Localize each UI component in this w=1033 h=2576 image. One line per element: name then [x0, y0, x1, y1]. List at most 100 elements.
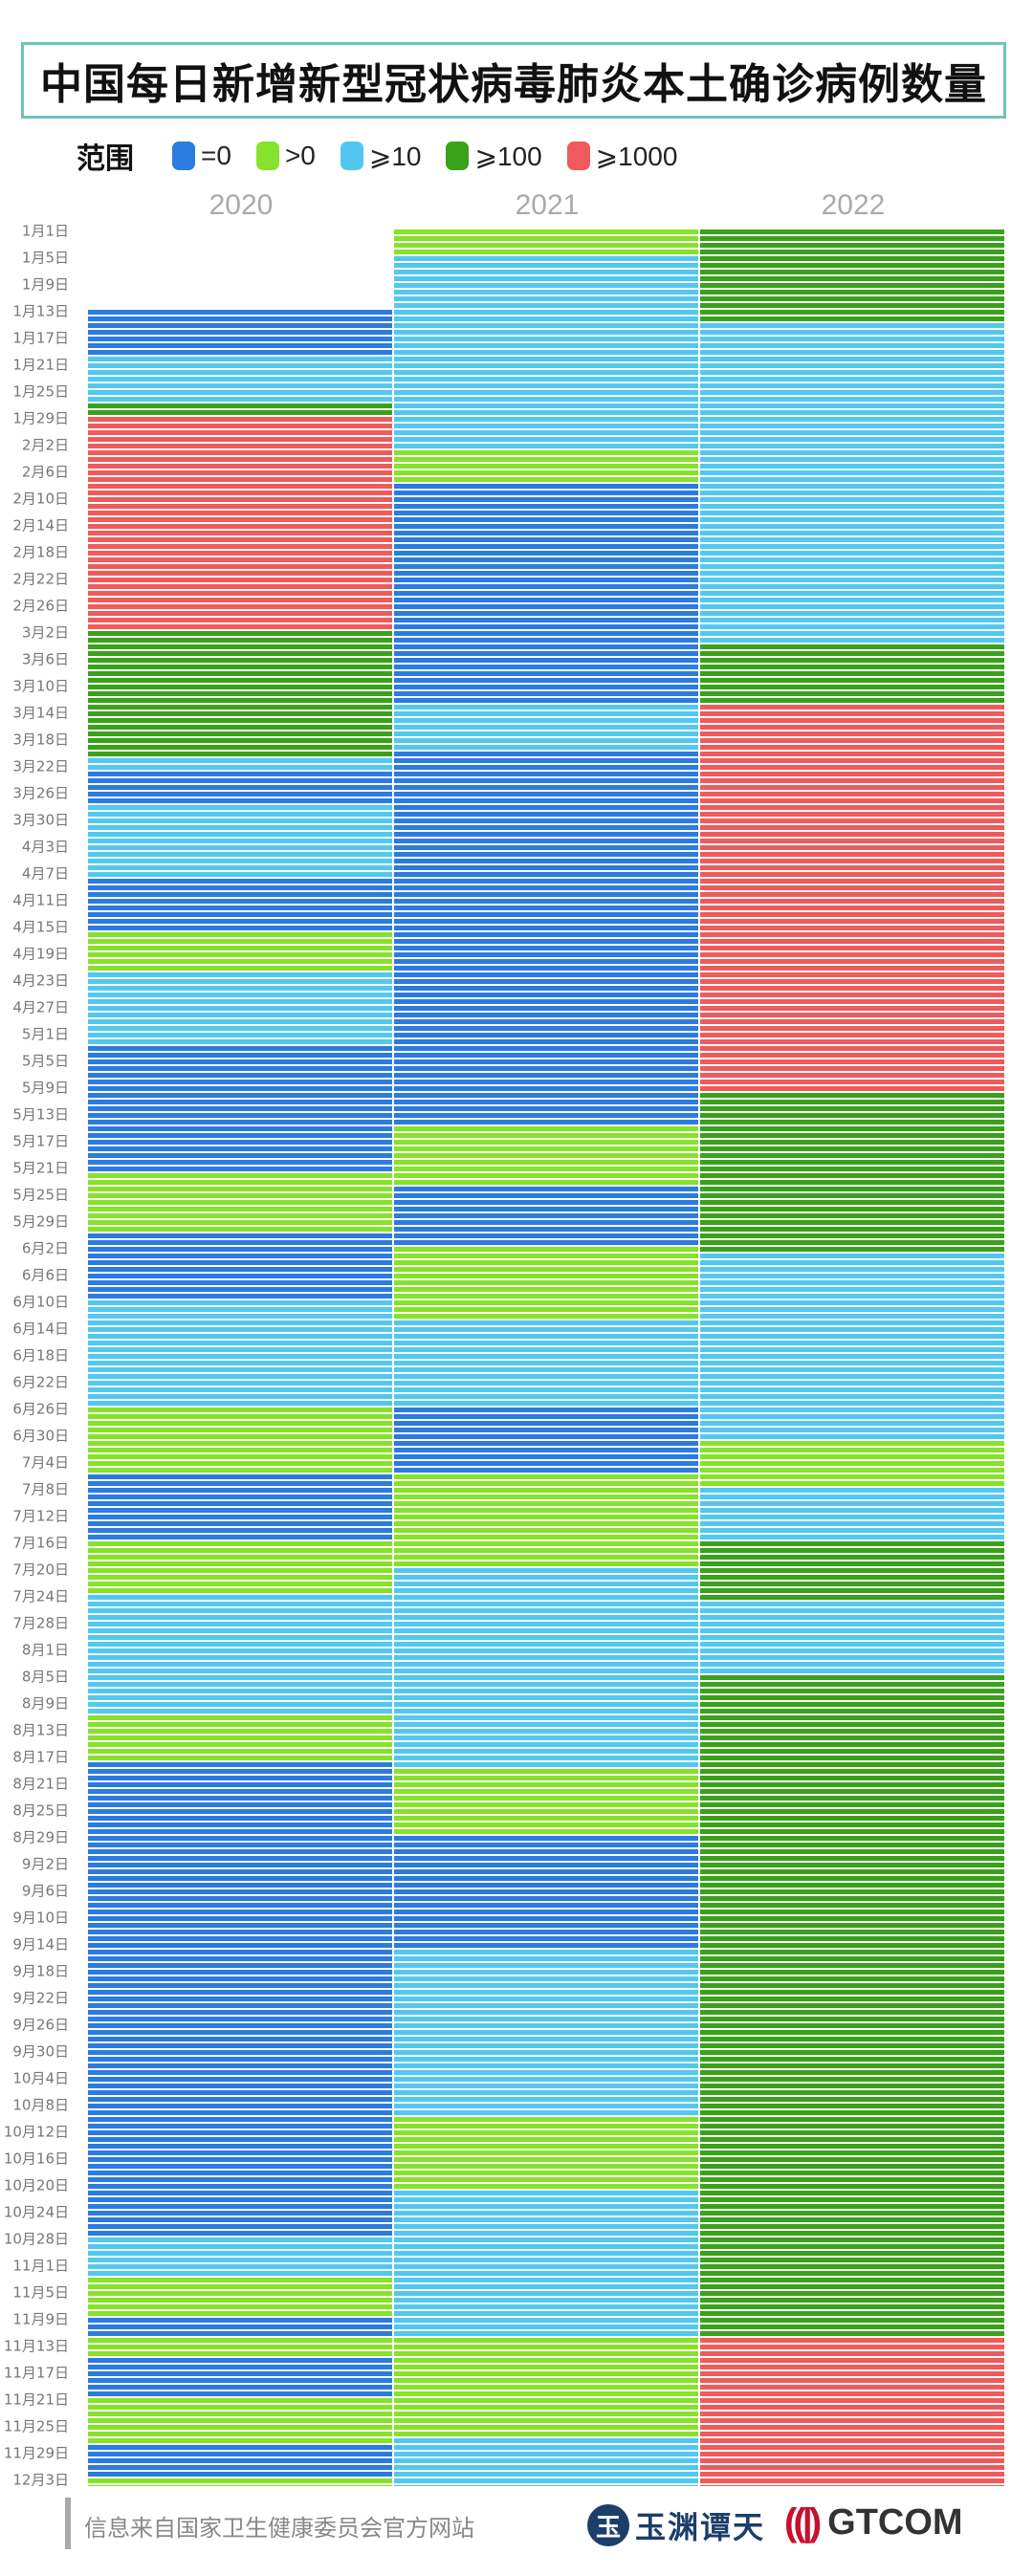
- heatmap-cell: [88, 1454, 392, 1459]
- heatmap-cell: [700, 2211, 1004, 2216]
- y-tick-label: 6月10日: [12, 1294, 69, 1311]
- heatmap-cell: [700, 296, 1004, 301]
- heatmap-cell: [88, 1387, 392, 1392]
- heatmap-cell: [700, 631, 1004, 636]
- heatmap-cell: [88, 2003, 392, 2008]
- heatmap-cell: [700, 1260, 1004, 1265]
- heatmap-cell: [394, 1053, 698, 1058]
- heatmap-cell: [394, 892, 698, 897]
- heatmap-cell: [700, 2124, 1004, 2128]
- heatmap-cell: [394, 1930, 698, 1934]
- heatmap-cell: [394, 1836, 698, 1841]
- heatmap-cell: [394, 2338, 698, 2343]
- heatmap-cell: [394, 1274, 698, 1278]
- heatmap-cell: [88, 2077, 392, 2082]
- heatmap-cell: [394, 2271, 698, 2276]
- heatmap-cell: [394, 2090, 698, 2095]
- heatmap-cell: [700, 357, 1004, 361]
- heatmap-cell: [88, 2117, 392, 2122]
- heatmap-cell: [394, 2157, 698, 2162]
- heatmap-cell: [88, 1481, 392, 1486]
- heatmap-cell: [88, 571, 392, 576]
- heatmap-cell: [394, 1528, 698, 1533]
- heatmap-cell: [88, 752, 392, 756]
- heatmap-cell: [88, 2258, 392, 2262]
- heatmap-cell: [394, 1568, 698, 1573]
- heatmap-cell: [394, 404, 698, 408]
- heatmap-cell: [394, 2351, 698, 2356]
- heatmap-cell: [700, 725, 1004, 730]
- heatmap-cell: [700, 1254, 1004, 1258]
- legend-swatch-ten: [340, 142, 363, 170]
- heatmap-cell: [700, 2251, 1004, 2256]
- heatmap-cell: [88, 2432, 392, 2436]
- heatmap-cell: [394, 564, 698, 569]
- heatmap-cell: [700, 2037, 1004, 2041]
- heatmap-cell: [88, 557, 392, 562]
- year-label-2021: 2021: [515, 189, 580, 221]
- heatmap-cell: [88, 2251, 392, 2256]
- heatmap-cell: [88, 859, 392, 863]
- heatmap-cell: [88, 323, 392, 328]
- heatmap-cell: [394, 859, 698, 863]
- heatmap-cell: [88, 537, 392, 542]
- heatmap-cell: [394, 1200, 698, 1205]
- heatmap-cell: [88, 1414, 392, 1419]
- heatmap-cell: [700, 2130, 1004, 2135]
- heatmap-cell: [88, 1428, 392, 1432]
- heatmap-cell: [88, 2264, 392, 2269]
- heatmap-cell: [88, 738, 392, 743]
- y-tick-label: 6月22日: [12, 1374, 69, 1391]
- heatmap-cell: [700, 1896, 1004, 1901]
- heatmap-cell: [88, 1066, 392, 1071]
- heatmap-cell: [88, 778, 392, 783]
- heatmap-cell: [394, 906, 698, 910]
- heatmap-cell: [88, 1829, 392, 1834]
- heatmap-cell: [700, 2345, 1004, 2349]
- heatmap-cell: [88, 1448, 392, 1452]
- heatmap-cell: [88, 2110, 392, 2115]
- heatmap-cell: [88, 2485, 392, 2486]
- heatmap-cell: [700, 1782, 1004, 1787]
- heatmap-cell: [700, 2063, 1004, 2068]
- heatmap-cell: [394, 1903, 698, 1908]
- y-tick-label: 8月1日: [22, 1642, 69, 1659]
- y-tick-label: 10月4日: [12, 2070, 69, 2087]
- heatmap-cell: [700, 2378, 1004, 2383]
- heatmap-cell: [88, 798, 392, 803]
- heatmap-cell: [700, 2137, 1004, 2142]
- heatmap-cell: [88, 2358, 392, 2363]
- heatmap-cell: [394, 1126, 698, 1131]
- heatmap-cell: [88, 370, 392, 375]
- heatmap-cell: [394, 1180, 698, 1185]
- heatmap-cell: [700, 1976, 1004, 1981]
- heatmap-cell: [88, 1508, 392, 1513]
- heatmap-cell: [394, 2438, 698, 2443]
- heatmap-cell: [88, 1341, 392, 1345]
- y-tick-label: 2月10日: [12, 491, 69, 508]
- heatmap-cell: [394, 1026, 698, 1031]
- heatmap-cell: [88, 1501, 392, 1506]
- heatmap-cell: [700, 1662, 1004, 1667]
- logo-yuyuantantian: 玉 玉渊谭天: [587, 2503, 765, 2547]
- heatmap-cell: [88, 718, 392, 723]
- heatmap-cell: [88, 2157, 392, 2162]
- heatmap-cell: [700, 2284, 1004, 2289]
- heatmap-cell: [88, 1408, 392, 1412]
- heatmap-cell: [394, 685, 698, 689]
- heatmap-cell: [88, 2037, 392, 2041]
- heatmap-cell: [700, 410, 1004, 415]
- heatmap-cell: [700, 1448, 1004, 1452]
- heatmap-cell: [700, 1628, 1004, 1633]
- heatmap-cell: [88, 2177, 392, 2182]
- heatmap-cell: [394, 1501, 698, 1506]
- heatmap-cell: [700, 1481, 1004, 1486]
- heatmap-cell: [700, 350, 1004, 355]
- heatmap-cell: [394, 1448, 698, 1452]
- heatmap-cell: [394, 2124, 698, 2128]
- heatmap-cell: [88, 1113, 392, 1118]
- logo-gtcom-text: GTCOM: [827, 2502, 963, 2543]
- heatmap-cell: [394, 2164, 698, 2169]
- heatmap-cell: [88, 1300, 392, 1305]
- y-tick-label: 5月29日: [12, 1213, 69, 1231]
